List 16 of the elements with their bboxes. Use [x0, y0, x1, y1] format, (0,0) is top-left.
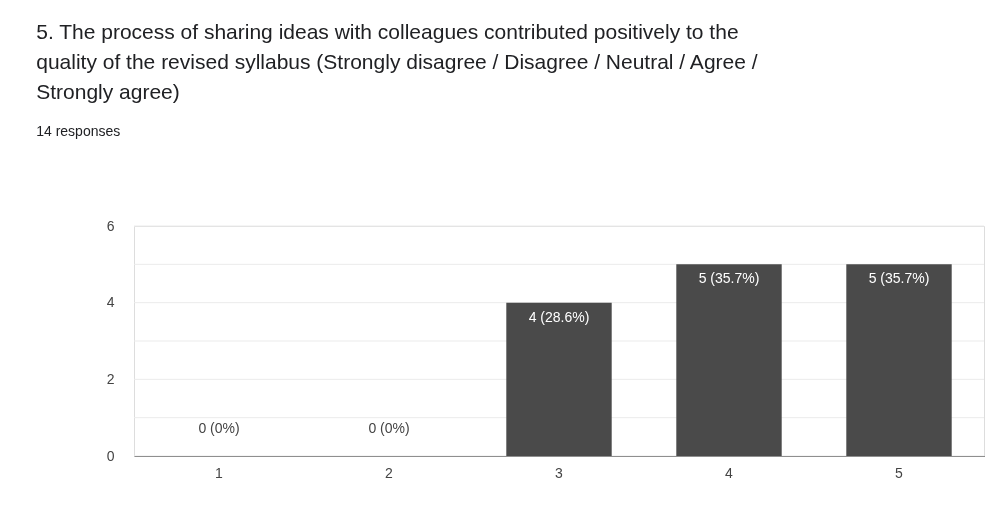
x-tick-label: 5 — [895, 464, 904, 481]
data-label: 0 (0%) — [198, 420, 240, 436]
chart-title: 5. The process of sharing ideas with colleagues contributed positively to the quality of the revised syllabus (Strongly disagree / Disagree / Neutral / Agree / Strongly agree) — [36, 20, 758, 103]
y-tick-label: 2 — [106, 370, 115, 387]
data-label: 5 (35.7%) — [698, 270, 760, 287]
x-tick-label: 1 — [215, 464, 224, 481]
y-tick-label: 6 — [106, 217, 115, 234]
data-label: 4 (28.6%) — [528, 308, 590, 325]
x-tick-label: 4 — [725, 464, 734, 481]
chart-subtitle: 14 responses — [36, 123, 121, 139]
x-tick-label: 2 — [385, 464, 394, 481]
y-tick-label: 0 — [106, 447, 115, 464]
y-tick-label: 4 — [106, 294, 115, 311]
x-tick-label: 3 — [555, 464, 564, 481]
data-label: 5 (35.7%) — [868, 270, 930, 287]
data-label: 0 (0%) — [368, 420, 410, 436]
